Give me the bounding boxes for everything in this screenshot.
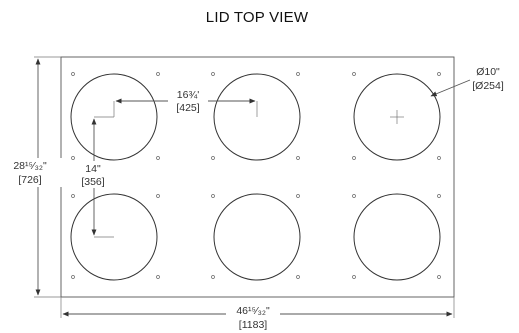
mounting-hole-dot — [156, 156, 160, 160]
mounting-hole-dot — [296, 72, 300, 76]
mounting-hole-dot — [352, 275, 356, 279]
mounting-hole-dot — [156, 275, 160, 279]
mounting-hole-dot — [437, 72, 441, 76]
overall-width-in-label: 46¹⁵⁄₃₂" — [236, 305, 270, 317]
overall-height-mm-label: [726] — [18, 174, 41, 186]
spacing-h-in-label: 16¾' — [177, 89, 199, 101]
mounting-hole-dot — [352, 72, 356, 76]
mounting-hole-dot — [71, 275, 75, 279]
mounting-hole-dot — [211, 275, 215, 279]
hole-spacing-vertical-dimension: 14" [356] — [76, 116, 114, 238]
mounting-hole-dot — [296, 194, 300, 198]
hole-grid — [70, 73, 441, 281]
mounting-hole-dot — [352, 194, 356, 198]
mounting-hole-dot — [211, 156, 215, 160]
mounting-hole-dot — [296, 275, 300, 279]
mounting-hole-dot — [437, 275, 441, 279]
hole-diameter-callout: Ø10" [Ø254] — [430, 66, 504, 97]
drawing-title: LID TOP VIEW — [206, 9, 309, 26]
mounting-hole-dot — [296, 156, 300, 160]
mounting-hole-dot — [156, 194, 160, 198]
overall-height-in-label: 28¹⁵⁄₃₂" — [13, 160, 47, 172]
hole-bottom-center — [213, 193, 301, 281]
spacing-h-mm-label: [425] — [176, 102, 199, 114]
mounting-hole-dot — [156, 72, 160, 76]
mounting-hole-dot — [437, 156, 441, 160]
mounting-hole-dot — [352, 156, 356, 160]
overall-height-dimension: 28¹⁵⁄₃₂" [726] — [13, 56, 62, 298]
overall-width-mm-label: [1183] — [239, 319, 267, 331]
mounting-hole-dot — [71, 194, 75, 198]
hole-spacing-horizontal-dimension: 16¾' [425] — [113, 88, 258, 117]
spacing-v-mm-label: [356] — [81, 176, 104, 188]
center-mark-icon — [390, 110, 404, 124]
hole-dia-in-label: Ø10" — [476, 66, 500, 78]
hole-bottom-right — [353, 193, 441, 281]
mounting-hole-dot — [437, 194, 441, 198]
spacing-v-in-label: 14" — [85, 163, 101, 175]
mounting-hole-dot — [211, 194, 215, 198]
mounting-hole-dot — [71, 72, 75, 76]
mounting-hole-dot — [211, 72, 215, 76]
mounting-holes — [71, 72, 441, 279]
mounting-hole-dot — [71, 156, 75, 160]
hole-dia-mm-label: [Ø254] — [472, 80, 504, 92]
overall-width-dimension: 46¹⁵⁄₃₂" [1183] — [60, 297, 455, 333]
